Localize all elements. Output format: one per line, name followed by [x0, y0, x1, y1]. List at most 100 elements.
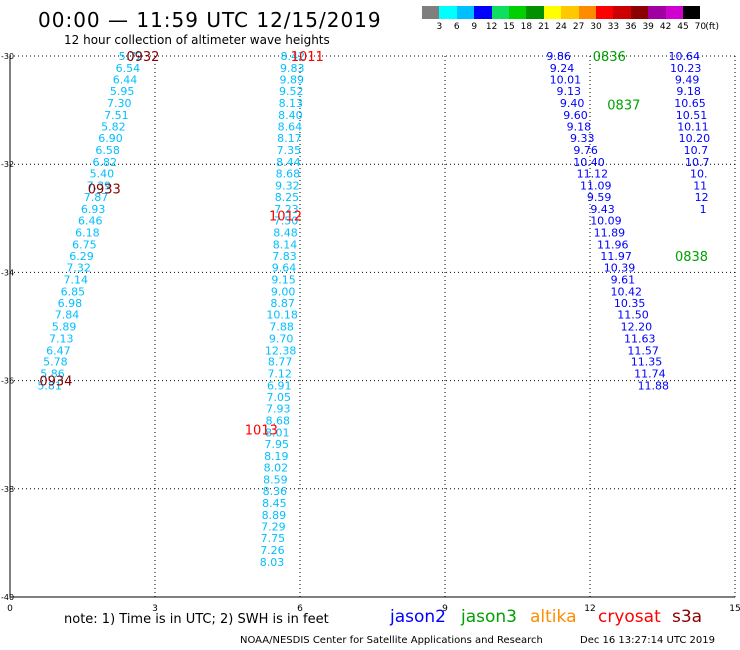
colorbar-label: 6 — [453, 22, 460, 32]
data-point-label: 7.29 — [261, 521, 286, 534]
colorbar-label: 70 — [694, 22, 707, 32]
data-point-label: 5.72 — [119, 50, 144, 63]
data-point-label: 11.97 — [600, 250, 632, 263]
data-point-label: 8.44 — [276, 156, 301, 169]
data-point-label: 9.70 — [269, 332, 294, 345]
data-point-label: 11.96 — [597, 238, 629, 251]
legend-jason3: jason3 — [461, 607, 517, 627]
footer-organization: NOAA/NESDIS Center for Satellite Applica… — [240, 635, 543, 646]
pass-time-label: 1012 — [269, 210, 302, 225]
data-point-label: 6.54 — [116, 62, 141, 75]
data-point-label: 8.03 — [260, 556, 285, 569]
data-point-label: 8.64 — [278, 120, 303, 133]
data-point-label: 9.40 — [560, 97, 585, 110]
data-point-label: 6.75 — [72, 238, 97, 251]
data-point-label: 7.75 — [261, 532, 286, 545]
y-tick-label: -34 — [1, 268, 14, 277]
data-point-label: 6.93 — [81, 203, 106, 216]
data-point-label: 10.40 — [573, 156, 605, 169]
colorbar-swatch — [526, 6, 544, 19]
x-tick-label: 3 — [152, 604, 158, 614]
data-point-label: 5.81 — [37, 379, 62, 392]
data-point-label: 9.86 — [546, 50, 571, 63]
data-point-label: 9.60 — [563, 109, 588, 122]
colorbar-swatch — [509, 6, 527, 19]
data-point-label: 6.90 — [98, 132, 123, 145]
x-tick-label: 0 — [7, 604, 13, 614]
data-point-label: 10.09 — [590, 214, 622, 227]
data-point-label: 10.39 — [604, 262, 636, 275]
data-point-label: 9.83 — [280, 62, 305, 75]
data-point-label: 6.46 — [78, 214, 103, 227]
data-point-label: 8.36 — [263, 485, 288, 498]
data-point-label: 7.13 — [49, 332, 74, 345]
footer-note: note: 1) Time is in UTC; 2) SWH is in fe… — [64, 612, 329, 627]
data-point-label: 6.18 — [75, 226, 100, 239]
data-point-label: 11.50 — [617, 309, 649, 322]
legend-cryosat: cryosat — [598, 607, 661, 627]
data-point-label: 6.85 — [61, 285, 86, 298]
data-point-label: 7.39 — [87, 179, 112, 192]
data-point-label: 12 — [695, 191, 709, 204]
data-point-label: 9.13 — [556, 85, 581, 98]
data-point-label: 7.12 — [267, 368, 292, 381]
data-point-label: 10.20 — [679, 132, 711, 145]
data-point-label: 9.15 — [271, 273, 296, 286]
colorbar-label: 36 — [625, 22, 637, 32]
data-point-label: 7.84 — [55, 309, 80, 322]
colorbar-unit: (ft) — [705, 22, 719, 32]
colorbar-swatch — [439, 6, 457, 19]
data-point-label: 8.14 — [273, 238, 298, 251]
data-point-label: 5.86 — [40, 368, 65, 381]
pass-time-label: 0837 — [607, 99, 640, 114]
data-point-label: 5.40 — [90, 167, 115, 180]
colorbar-swatch — [456, 6, 475, 19]
data-point-label: 8.68 — [276, 167, 301, 180]
data-point-label: 10. — [690, 167, 708, 180]
data-point-label: 11.74 — [634, 368, 666, 381]
pass-time-label: 0836 — [593, 50, 626, 65]
data-point-label: 11.89 — [594, 226, 626, 239]
data-point-label: 8.48 — [273, 226, 298, 239]
data-point-label: 11.63 — [624, 332, 656, 345]
data-point-label: 6.29 — [69, 250, 94, 263]
data-point-label: 11.12 — [577, 167, 609, 180]
data-point-label: 6.44 — [113, 73, 138, 86]
data-point-label: 10.51 — [676, 109, 708, 122]
data-point-label: 8.87 — [270, 297, 295, 310]
colorbar-label: 3 — [436, 22, 443, 32]
colorbar-swatch — [683, 6, 701, 19]
data-point-label: 10.01 — [550, 73, 582, 86]
data-point-label: 9.52 — [279, 85, 304, 98]
data-point-label: 6.58 — [95, 144, 120, 157]
colorbar-swatch — [561, 6, 579, 19]
data-point-label: 7.95 — [265, 438, 290, 451]
data-point-label: 10.7 — [685, 156, 710, 169]
data-point-label: 10.42 — [611, 285, 643, 298]
data-point-label: 10.11 — [677, 120, 709, 133]
y-tick-label: -36 — [1, 377, 14, 386]
data-point-label: 6.91 — [267, 379, 292, 392]
data-point-label: 9.18 — [567, 120, 592, 133]
chart-subtitle: 12 hour collection of altimeter wave hei… — [64, 33, 330, 47]
data-point-label: 10.65 — [674, 97, 706, 110]
data-point-label: 9.33 — [570, 132, 595, 145]
legend-altika: altika — [530, 607, 577, 627]
colorbar-swatch — [422, 6, 440, 19]
y-tick-label: -30 — [1, 52, 14, 61]
data-point-label: 11 — [693, 179, 707, 192]
legend-s3a: s3a — [672, 607, 703, 627]
colorbar-swatch — [543, 6, 562, 19]
x-tick-label: 6 — [297, 604, 303, 614]
pass-time-label: 0838 — [675, 250, 708, 265]
data-point-label: 10.64 — [669, 50, 701, 63]
pass-time-label: 0934 — [39, 375, 72, 390]
data-point-label: 7.23 — [274, 203, 299, 216]
colorbar-label: 27 — [572, 22, 585, 32]
colorbar-swatch — [491, 6, 509, 19]
data-point-label: 8.77 — [268, 356, 293, 369]
x-tick-label: 12 — [584, 604, 595, 614]
data-point-label: 7.83 — [272, 250, 297, 263]
pass-time-label: 0933 — [88, 183, 121, 198]
